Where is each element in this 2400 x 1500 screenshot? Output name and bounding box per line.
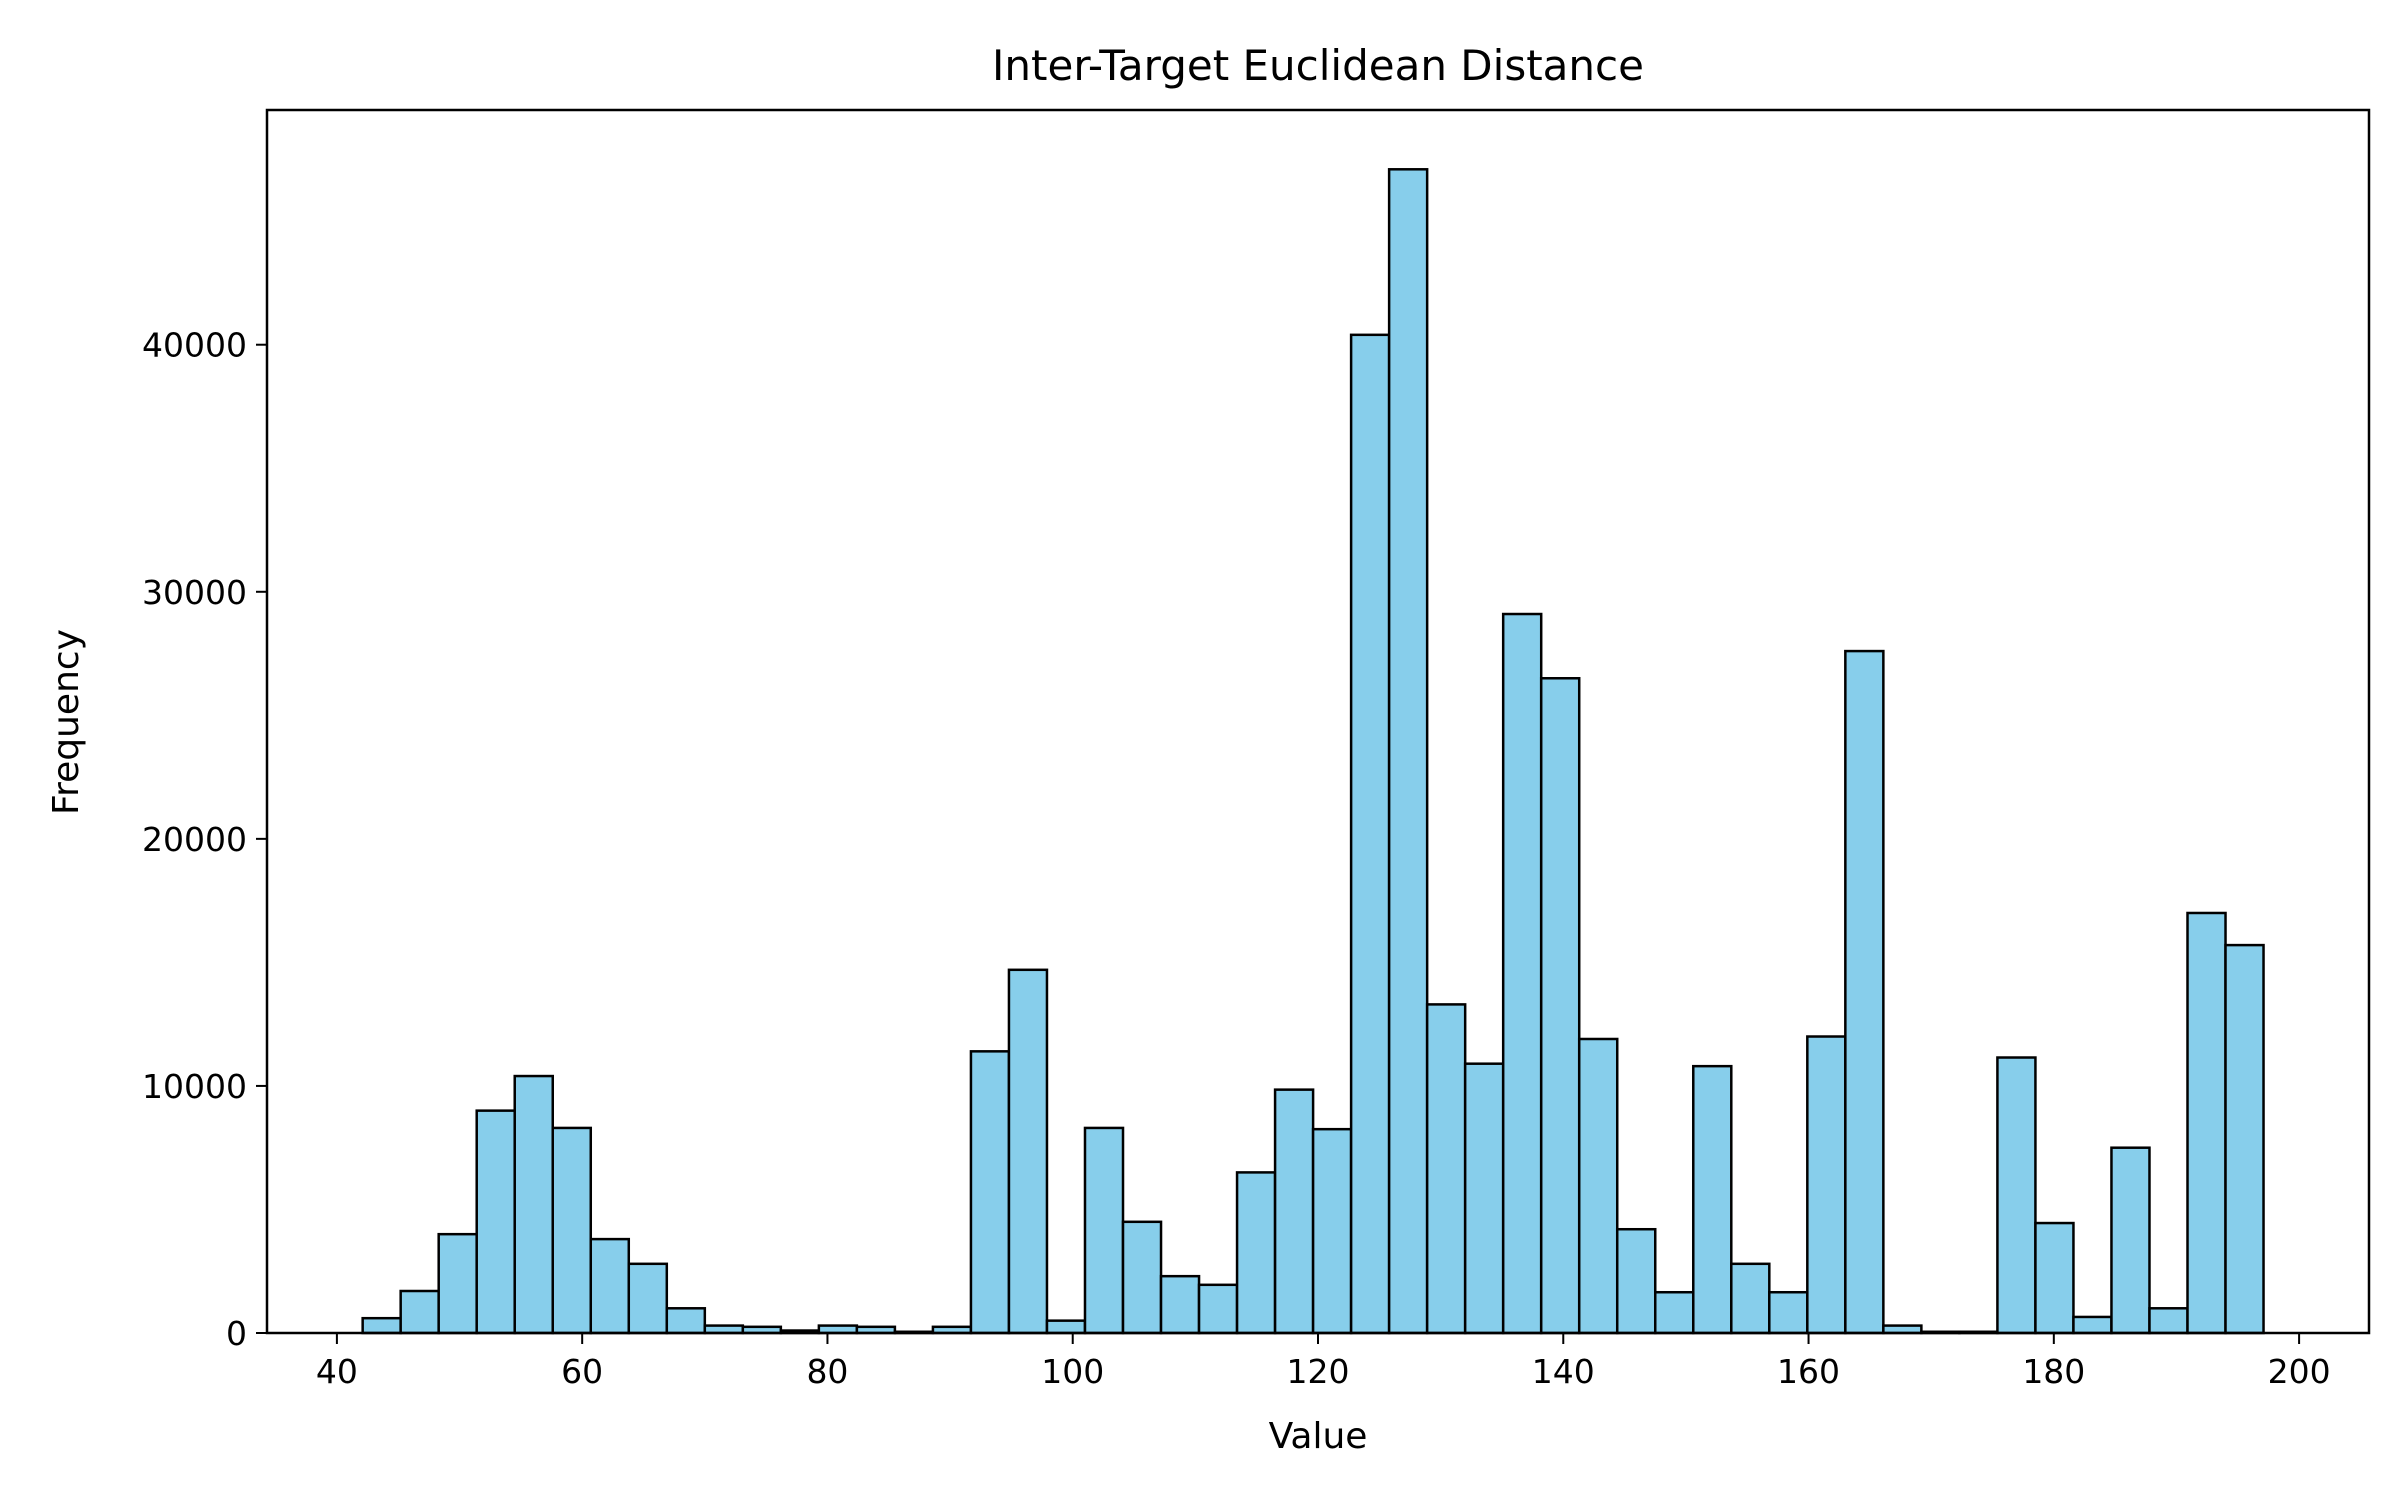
histogram-bar [1235,1171,1277,1335]
x-axis-ticks: 40 60 80 100 120 140 160 180 200 [316,1333,2331,1391]
chart-title: Inter-Target Euclidean Distance [992,41,1644,90]
histogram-bar [1844,649,1885,1335]
histogram-bar [627,1262,669,1335]
histogram-bar [1311,1127,1353,1335]
histogram-bar [969,1050,1011,1335]
histogram-bar [1159,1274,1201,1335]
x-tick-label: 200 [2268,1352,2331,1391]
x-tick-label: 60 [561,1352,603,1391]
histogram-bar [1996,1056,2037,1335]
histogram-bar [1654,1290,1695,1335]
x-tick-label: 120 [1287,1352,1350,1391]
histogram-bar [399,1289,440,1335]
y-tick-label: 40000 [142,326,247,365]
histogram-bar [1083,1126,1125,1335]
x-axis-label: Value [1269,1416,1368,1457]
histogram-bar [1197,1283,1239,1335]
histogram-bar [1539,677,1581,1335]
histogram-bar [551,1126,593,1335]
histogram-bar [1768,1290,1809,1335]
y-axis-label: Frequency [46,629,87,815]
x-tick-label: 80 [806,1352,848,1391]
histogram-bar [1577,1037,1619,1335]
x-tick-label: 160 [1777,1352,1840,1391]
histogram-bar [1121,1220,1163,1335]
histogram-bar [361,1316,402,1335]
y-tick-label: 30000 [142,573,247,612]
histogram-bar [1463,1062,1505,1335]
histogram-bar [1730,1262,1771,1335]
x-tick-label: 40 [316,1352,358,1391]
histogram-bar [2110,1146,2151,1335]
histogram-bar [2072,1315,2113,1335]
histogram-bar [1425,1003,1467,1335]
histogram-bar [1007,968,1049,1335]
y-axis-ticks: 0 10000 20000 30000 40000 [142,326,267,1353]
x-tick-label: 180 [2022,1352,2085,1391]
histogram-bar [1806,1035,1847,1335]
bars-group [361,168,2265,1335]
plot-frame [265,108,2371,1335]
histogram-bar [1501,612,1543,1335]
histogram-bar [1615,1227,1657,1335]
histogram-bar [1349,333,1391,1335]
histogram-bar [1045,1319,1087,1335]
histogram-bar [1273,1088,1315,1335]
histogram-bar [665,1307,707,1335]
histogram-bar [589,1237,631,1335]
y-tick-label: 20000 [142,820,247,859]
histogram-bar [1387,168,1429,1335]
x-tick-label: 140 [1532,1352,1595,1391]
histogram-bar [2224,943,2265,1335]
y-tick-label: 0 [226,1314,247,1353]
histogram-bar [437,1232,478,1335]
histogram-bar [1692,1064,1733,1335]
histogram-bar [2034,1221,2075,1335]
histogram-bar [475,1109,516,1335]
histogram-bar [2186,911,2227,1335]
histogram-bar [513,1074,554,1335]
histogram-bar [2148,1307,2189,1335]
y-tick-label: 10000 [142,1067,247,1106]
x-tick-label: 100 [1041,1352,1104,1391]
